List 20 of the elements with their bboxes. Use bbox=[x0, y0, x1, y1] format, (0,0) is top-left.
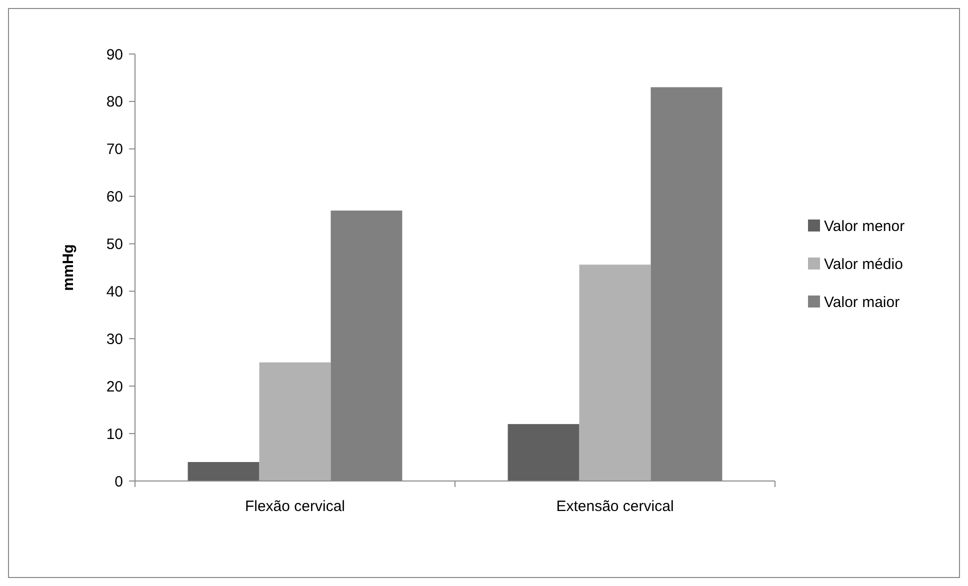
y-axis-title: mmHg bbox=[60, 244, 77, 291]
bar bbox=[259, 362, 331, 481]
bar bbox=[579, 264, 651, 481]
y-tick-label: 90 bbox=[106, 46, 123, 64]
legend-label: Valor maior bbox=[824, 294, 900, 311]
bar bbox=[188, 462, 260, 481]
y-tick-label: 60 bbox=[106, 188, 123, 206]
y-tick-label: 80 bbox=[106, 94, 123, 111]
bar bbox=[508, 424, 580, 481]
x-tick-label: Extensão cervical bbox=[556, 498, 674, 515]
y-tick-label: 70 bbox=[106, 141, 123, 158]
y-tick-label: 40 bbox=[106, 283, 123, 300]
legend-label: Valor médio bbox=[824, 256, 903, 273]
y-tick-label: 30 bbox=[106, 330, 123, 348]
x-tick-label: Flexão cervical bbox=[244, 498, 346, 515]
y-tick-label: 0 bbox=[114, 473, 123, 490]
y-tick-label: 10 bbox=[106, 426, 123, 443]
y-tick-label: 20 bbox=[106, 378, 123, 396]
y-tick-label: 50 bbox=[106, 236, 123, 254]
legend-label: Valor menor bbox=[824, 218, 905, 235]
